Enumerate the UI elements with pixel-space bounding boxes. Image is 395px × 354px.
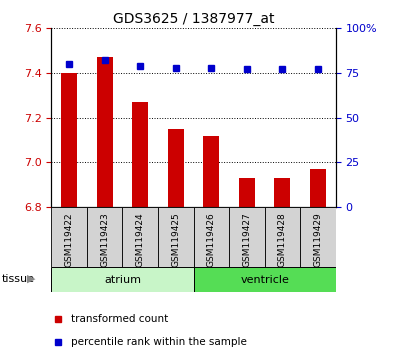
Bar: [51, 267, 194, 292]
Bar: [122, 207, 158, 267]
Text: GSM119425: GSM119425: [171, 212, 180, 267]
Text: percentile rank within the sample: percentile rank within the sample: [71, 337, 247, 347]
Text: transformed count: transformed count: [71, 314, 169, 324]
Bar: [194, 267, 336, 292]
Text: tissue: tissue: [2, 274, 35, 284]
Text: ventricle: ventricle: [240, 275, 289, 285]
Bar: [61, 73, 77, 207]
Text: ▶: ▶: [27, 274, 36, 284]
Text: GSM119429: GSM119429: [314, 212, 322, 267]
Bar: [239, 178, 255, 207]
Text: atrium: atrium: [104, 275, 141, 285]
Bar: [300, 207, 336, 267]
Bar: [132, 102, 148, 207]
Bar: [51, 207, 87, 267]
Text: GSM119424: GSM119424: [136, 212, 145, 267]
Text: GSM119426: GSM119426: [207, 212, 216, 267]
Bar: [168, 129, 184, 207]
Text: GSM119423: GSM119423: [100, 212, 109, 267]
Bar: [97, 57, 113, 207]
Title: GDS3625 / 1387977_at: GDS3625 / 1387977_at: [113, 12, 274, 26]
Bar: [275, 178, 290, 207]
Bar: [229, 207, 265, 267]
Bar: [310, 169, 326, 207]
Text: GSM119427: GSM119427: [243, 212, 251, 267]
Bar: [194, 207, 229, 267]
Bar: [87, 207, 122, 267]
Text: GSM119428: GSM119428: [278, 212, 287, 267]
Bar: [203, 136, 219, 207]
Bar: [265, 207, 300, 267]
Text: GSM119422: GSM119422: [65, 212, 73, 267]
Bar: [158, 207, 194, 267]
